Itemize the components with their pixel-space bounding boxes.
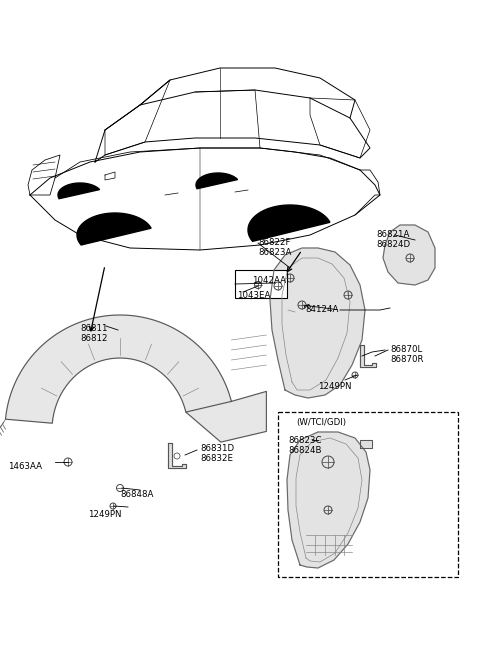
- Text: 86848A: 86848A: [120, 490, 154, 499]
- Polygon shape: [360, 440, 372, 448]
- Text: 1249PN: 1249PN: [88, 510, 121, 519]
- Text: 86821A
86824D: 86821A 86824D: [376, 230, 410, 249]
- Polygon shape: [270, 248, 365, 398]
- Text: 86870L
86870R: 86870L 86870R: [390, 345, 423, 364]
- Text: 1043EA: 1043EA: [237, 291, 270, 300]
- Bar: [278, 412, 458, 577]
- Text: 1042AA: 1042AA: [252, 276, 286, 285]
- Text: 86823C
86824B: 86823C 86824B: [288, 436, 322, 455]
- Text: 84124A: 84124A: [305, 305, 338, 314]
- Text: 86831D
86832E: 86831D 86832E: [200, 444, 234, 463]
- Text: 86811
86812: 86811 86812: [80, 324, 108, 343]
- Polygon shape: [287, 432, 370, 568]
- Polygon shape: [58, 183, 100, 199]
- Text: 1463AA: 1463AA: [8, 462, 42, 471]
- Polygon shape: [360, 345, 376, 367]
- Polygon shape: [77, 213, 151, 245]
- Polygon shape: [383, 225, 435, 285]
- Text: 1249PN: 1249PN: [318, 382, 351, 391]
- Polygon shape: [186, 392, 266, 442]
- Polygon shape: [5, 315, 231, 423]
- Bar: [235, 270, 287, 298]
- Polygon shape: [196, 173, 238, 189]
- Text: 86822F
86823A: 86822F 86823A: [258, 238, 291, 257]
- Polygon shape: [248, 205, 330, 241]
- Polygon shape: [168, 443, 186, 468]
- Text: (W/TCI/GDI): (W/TCI/GDI): [296, 418, 346, 427]
